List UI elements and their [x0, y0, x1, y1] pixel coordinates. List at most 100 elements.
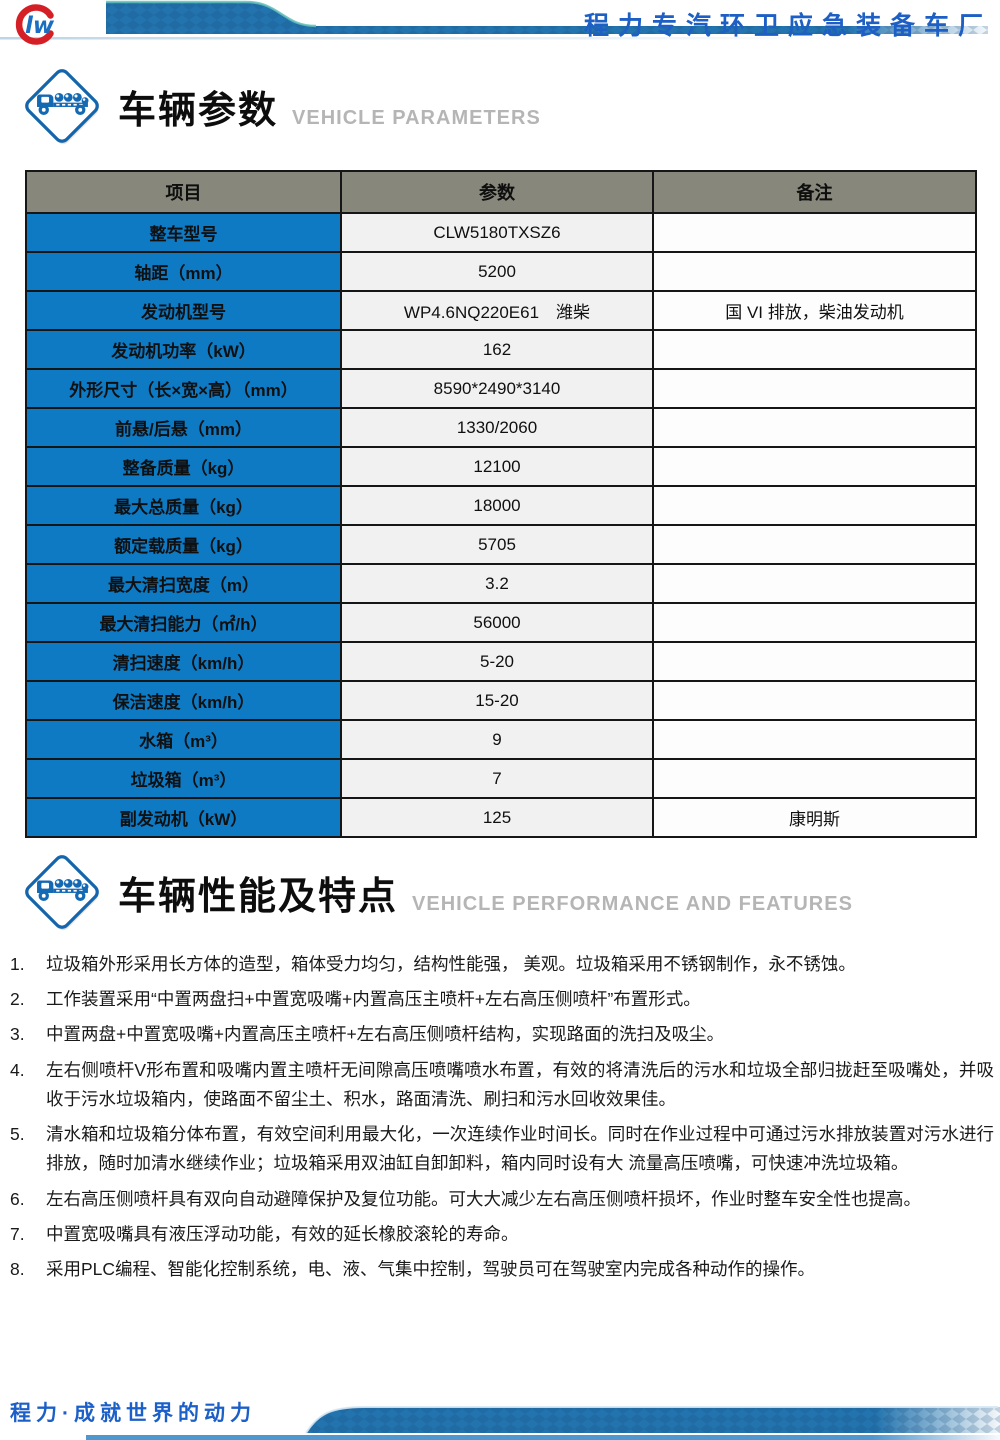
row-label: 最大清扫能力（㎡/h） — [25, 602, 342, 643]
table-row: 发动机功率（kW） 162 — [25, 329, 977, 370]
table-row: 水箱（m³） 9 — [25, 719, 977, 760]
row-value: 1330/2060 — [340, 407, 654, 448]
table-row: 额定载质量（kg） 5705 — [25, 524, 977, 565]
feature-item: 2. 工作装置采用“中置两盘扫+中置宽吸嘴+内置高压主喷杆+左右高压侧喷杆”布置形… — [8, 985, 994, 1014]
table-row: 垃圾箱（m³） 7 — [25, 758, 977, 799]
feature-item: 4. 左右侧喷杆V形布置和吸嘴内置主喷杆无间隙高压喷嘴喷水布置，有效的将清洗后的污… — [8, 1056, 994, 1114]
row-value: 5705 — [340, 524, 654, 565]
row-remark — [652, 563, 977, 604]
row-label: 发动机功率（kW） — [25, 329, 342, 370]
row-remark — [652, 524, 977, 565]
feature-text: 左右侧喷杆V形布置和吸嘴内置主喷杆无间隙高压喷嘴喷水布置，有效的将清洗后的污水和… — [46, 1059, 994, 1109]
row-label: 额定载质量（kg） — [25, 524, 342, 565]
row-value: 3.2 — [340, 563, 654, 604]
feature-item: 3. 中置两盘+中置宽吸嘴+内置高压主喷杆+左右高压侧喷杆结构，实现路面的洗扫及吸… — [8, 1020, 994, 1049]
table-row: 最大总质量（kg） 18000 — [25, 485, 977, 526]
row-label: 最大清扫宽度（m） — [25, 563, 342, 604]
page-header: lw 程力专汽环卫应急装备车厂 — [0, 0, 1000, 48]
feature-number: 1. — [10, 954, 25, 974]
feature-number: 2. — [10, 989, 25, 1010]
feature-text: 中置两盘+中置宽吸嘴+内置高压主喷杆+左右高压侧喷杆结构，实现路面的洗扫及吸尘。 — [46, 1024, 725, 1045]
table-row: 副发动机（kW） 125 康明斯 — [25, 797, 977, 838]
table-row: 最大清扫宽度（m） 3.2 — [25, 563, 977, 604]
row-label: 垃圾箱（m³） — [25, 758, 342, 799]
row-remark — [652, 758, 977, 799]
feature-item: 7. 中置宽吸嘴具有液压浮动功能，有效的延长橡胶滚轮的寿命。 — [8, 1220, 994, 1249]
feature-number: 3. — [10, 1024, 25, 1045]
row-label: 发动机型号 — [25, 290, 342, 331]
row-label: 水箱（m³） — [25, 719, 342, 760]
company-title: 程力专汽环卫应急装备车厂 — [583, 12, 992, 40]
feature-number: 7. — [10, 1223, 25, 1244]
footer-band-graphic — [86, 1406, 1000, 1440]
row-remark — [652, 251, 977, 292]
row-remark: 国 VI 排放，柴油发动机 — [652, 290, 977, 331]
table-row: 整车型号 CLW5180TXSZ6 — [25, 212, 977, 253]
row-remark — [652, 602, 977, 643]
row-label: 最大总质量（kg） — [25, 485, 342, 526]
company-logo: lw — [15, 4, 55, 45]
row-value: 125 — [340, 797, 654, 838]
row-remark — [652, 641, 977, 682]
row-value: 7 — [340, 758, 654, 799]
row-value: WP4.6NQ220E61 潍柴 — [340, 290, 654, 331]
feature-number: 4. — [10, 1059, 25, 1080]
row-remark — [652, 329, 977, 370]
feature-item: 1. 垃圾箱外形采用长方体的造型，箱体受力均匀，结构性能强， 美观。垃圾箱采用不锈… — [8, 950, 994, 979]
col-header-item: 项目 — [25, 170, 342, 214]
row-value: 5-20 — [340, 641, 654, 682]
header-band-graphic — [0, 0, 988, 40]
table-row: 发动机型号 WP4.6NQ220E61 潍柴国 VI 排放，柴油发动机 — [25, 290, 977, 331]
feature-item: 6. 左右高压侧喷杆具有双向自动避障保护及复位功能。可大大减少左右高压侧喷杆损坏，… — [8, 1185, 994, 1214]
row-label: 保洁速度（km/h） — [25, 680, 342, 721]
row-remark: 康明斯 — [652, 797, 977, 838]
table-row: 外形尺寸（长×宽×高）（mm） 8590*2490*3140 — [25, 368, 977, 409]
feature-text: 中置宽吸嘴具有液压浮动功能，有效的延长橡胶滚轮的寿命。 — [46, 1223, 519, 1244]
col-header-param: 参数 — [340, 170, 654, 214]
table-row: 整备质量（kg） 12100 — [25, 446, 977, 487]
feature-text: 垃圾箱外形采用长方体的造型，箱体受力均匀，结构性能强， 美观。垃圾箱采用不锈钢制… — [46, 954, 856, 974]
table-row: 前悬/后悬（mm） 1330/2060 — [25, 407, 977, 448]
table-row: 最大清扫能力（㎡/h） 56000 — [25, 602, 977, 643]
section-performance-header: 车辆性能及特点 VEHICLE PERFORMANCE AND FEATURES — [14, 844, 853, 940]
feature-item: 5. 清水箱和垃圾箱分体布置，有效空间利用最大化，一次连续作业时间长。同时在作业过… — [8, 1120, 994, 1178]
row-value: 12100 — [340, 446, 654, 487]
table-header-row: 项目 参数 备注 — [25, 170, 977, 214]
feature-number: 6. — [10, 1188, 25, 1209]
feature-text: 工作装置采用“中置两盘扫+中置宽吸嘴+内置高压主喷杆+左右高压侧喷杆”布置形式。 — [46, 989, 701, 1010]
row-remark — [652, 407, 977, 448]
section1-title: 车辆参数 — [118, 89, 279, 132]
row-value: 8590*2490*3140 — [340, 368, 654, 409]
truck-diamond-icon — [25, 855, 99, 931]
col-header-remark: 备注 — [652, 170, 977, 214]
row-label: 副发动机（kW） — [25, 797, 342, 838]
feature-number: 8. — [10, 1258, 25, 1279]
row-remark — [652, 446, 977, 487]
svg-text:lw: lw — [25, 13, 55, 39]
row-value: 15-20 — [340, 680, 654, 721]
row-value: 5200 — [340, 251, 654, 292]
row-remark — [652, 719, 977, 760]
section2-subtitle: VEHICLE PERFORMANCE AND FEATURES — [412, 892, 853, 915]
table-row: 清扫速度（km/h） 5-20 — [25, 641, 977, 682]
row-value: 9 — [340, 719, 654, 760]
row-value: 162 — [340, 329, 654, 370]
row-remark — [652, 212, 977, 253]
row-remark — [652, 680, 977, 721]
truck-diamond-icon — [25, 69, 99, 145]
row-label: 前悬/后悬（mm） — [25, 407, 342, 448]
row-label: 外形尺寸（长×宽×高）（mm） — [25, 368, 342, 409]
features-list: 1. 垃圾箱外形采用长方体的造型，箱体受力均匀，结构性能强， 美观。垃圾箱采用不锈… — [8, 950, 994, 1290]
row-value: CLW5180TXSZ6 — [340, 212, 654, 253]
feature-number: 5. — [10, 1124, 25, 1145]
table-row: 保洁速度（km/h） 15-20 — [25, 680, 977, 721]
row-remark — [652, 368, 977, 409]
row-label: 轴距（mm） — [25, 251, 342, 292]
feature-item: 8. 采用PLC编程、智能化控制系统，电、液、气集中控制，驾驶员可在驾驶室内完成各… — [8, 1255, 994, 1284]
section1-subtitle: VEHICLE PARAMETERS — [292, 106, 541, 129]
row-remark — [652, 485, 977, 526]
section-vehicle-parameters-header: 车辆参数 VEHICLE PARAMETERS — [14, 58, 541, 154]
row-label: 整备质量（kg） — [25, 446, 342, 487]
vehicle-parameters-table: 项目 参数 备注 整车型号 CLW5180TXSZ6 轴距（mm） 5200 发动机… — [25, 170, 977, 838]
row-value: 18000 — [340, 485, 654, 526]
